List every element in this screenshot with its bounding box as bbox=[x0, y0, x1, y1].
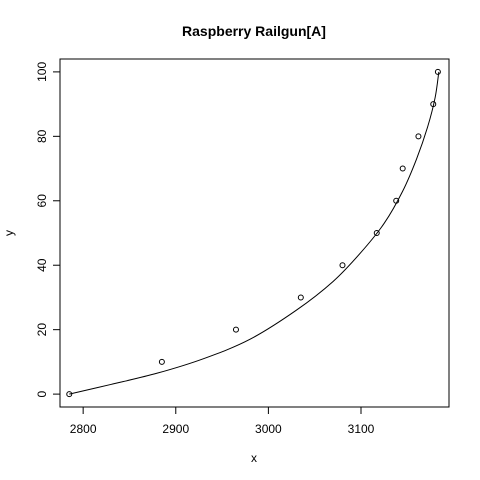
chart-title: Raspberry Railgun[A] bbox=[182, 23, 326, 39]
data-point bbox=[434, 68, 441, 75]
y-tick-label: 100 bbox=[35, 62, 49, 82]
data-point bbox=[158, 358, 165, 365]
data-point bbox=[393, 197, 400, 204]
x-tick-label: 2800 bbox=[70, 422, 97, 436]
data-point bbox=[373, 230, 380, 236]
x-axis: 2800 2900 3000 3100 bbox=[70, 406, 375, 436]
y-tick-label: 60 bbox=[35, 194, 49, 208]
data-point bbox=[339, 262, 346, 269]
data-point bbox=[430, 101, 437, 108]
y-axis: 0 20 40 60 80 100 bbox=[35, 62, 61, 397]
data-point bbox=[297, 294, 304, 301]
data-point bbox=[399, 165, 406, 172]
y-axis-label: y bbox=[2, 230, 16, 236]
x-tick-label: 3000 bbox=[255, 422, 282, 436]
y-tick-label: 20 bbox=[35, 323, 49, 337]
fitted-curve bbox=[69, 71, 440, 395]
x-axis-label: x bbox=[251, 451, 257, 465]
data-point bbox=[232, 326, 239, 333]
plot-area bbox=[59, 58, 450, 408]
data-points bbox=[66, 68, 441, 398]
data-point bbox=[415, 133, 422, 140]
y-tick-label: 0 bbox=[35, 390, 49, 397]
x-tick-label: 2900 bbox=[162, 422, 189, 436]
data-point bbox=[66, 391, 73, 398]
y-tick-label: 80 bbox=[35, 129, 49, 143]
x-tick-label: 3100 bbox=[348, 422, 375, 436]
y-tick-label: 40 bbox=[35, 258, 49, 272]
